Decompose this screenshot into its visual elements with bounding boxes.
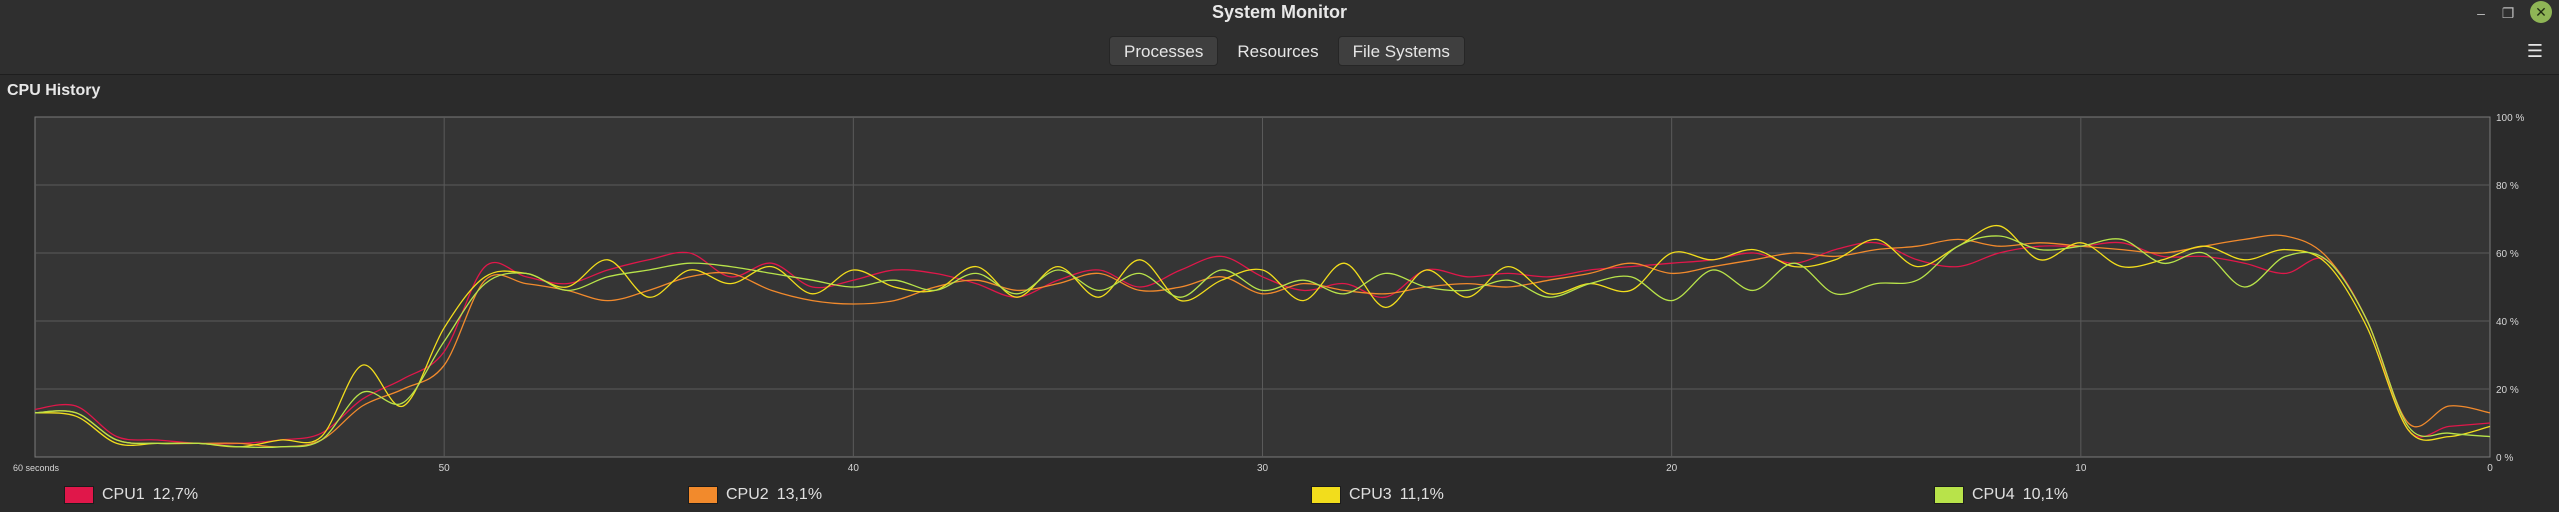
cpu1-color-swatch[interactable] [64, 486, 94, 504]
cpu3-percent: 11,1% [1399, 486, 1444, 503]
header-bar: System Monitor – ❐ ✕ Processes Resources… [0, 0, 2559, 75]
legend-cpu1: CPU1 12,7% [64, 484, 198, 506]
cpu3-color-swatch[interactable] [1311, 486, 1341, 504]
maximize-icon[interactable]: ❐ [2501, 5, 2515, 21]
y-tick-label: 100 % [2496, 113, 2524, 124]
y-tick-label: 0 % [2496, 453, 2513, 464]
minimize-icon[interactable]: – [2477, 5, 2485, 21]
view-switcher: Processes Resources File Systems [1109, 36, 1465, 66]
close-icon[interactable]: ✕ [2530, 1, 2552, 23]
x-tick-label: 40 [848, 463, 860, 474]
cpu-history-title: CPU History [7, 82, 101, 99]
cpu4-color-swatch[interactable] [1934, 486, 1964, 504]
cpu2-label: CPU2 [726, 486, 769, 503]
tab-resources[interactable]: Resources [1237, 42, 1319, 61]
window-title: System Monitor [1211, 2, 1348, 22]
graph-series [34, 225, 2491, 449]
series-line-cpu2 [34, 234, 2491, 448]
cpu2-percent: 13,1% [776, 486, 823, 503]
series-line-cpu1 [34, 241, 2491, 445]
hamburger-menu-icon[interactable]: ☰ [2526, 41, 2544, 61]
legend-cpu3: CPU3 11,1% [1311, 484, 1444, 506]
x-tick-label: 20 [1666, 463, 1678, 474]
cpu1-label: CPU1 [102, 486, 145, 503]
series-line-cpu3 [34, 225, 2491, 448]
legend-cpu2: CPU2 13,1% [688, 484, 822, 506]
x-tick-label: 30 [1257, 463, 1269, 474]
graph-grid [35, 117, 2490, 457]
tab-file-systems[interactable]: File Systems [1337, 36, 1465, 66]
y-tick-label: 20 % [2496, 385, 2519, 396]
cpu2-color-swatch[interactable] [688, 486, 718, 504]
x-tick-label: 0 [2487, 463, 2493, 474]
y-tick-label: 60 % [2496, 249, 2519, 260]
y-tick-label: 40 % [2496, 317, 2519, 328]
graph-labels: 0 % 20 % 40 % 60 % 80 % 100 % 50 40 30 20 10 0 60 se… [13, 113, 2524, 474]
cpu4-percent: 10,1% [2022, 486, 2069, 503]
x-axis-start-label: 60 seconds [13, 463, 60, 473]
cpu3-label: CPU3 [1349, 486, 1392, 503]
cpu4-label: CPU4 [1972, 486, 2015, 503]
x-tick-label: 10 [2075, 463, 2087, 474]
series-line-cpu4 [34, 235, 2491, 449]
cpu1-percent: 12,7% [152, 486, 199, 503]
x-tick-label: 50 [439, 463, 451, 474]
tab-processes[interactable]: Processes [1109, 36, 1219, 66]
legend-cpu4: CPU4 10,1% [1934, 484, 2068, 506]
y-tick-label: 80 % [2496, 181, 2519, 192]
